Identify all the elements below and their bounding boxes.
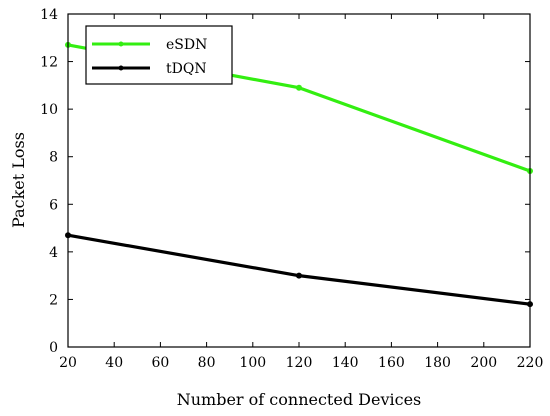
legend-marker-tdqn [118,65,124,71]
x-axis: 20 40 60 80 100 120 140 160 180 200 220 [59,14,543,371]
y-tick-label: 10 [40,102,58,118]
x-tick-label: 140 [332,355,359,371]
y-tick-label: 6 [49,197,58,213]
legend-marker-esdn [118,41,124,47]
data-point-tdqn [296,272,302,279]
x-tick-label: 180 [424,355,451,371]
y-tick-label: 0 [49,340,58,356]
legend-label-esdn: eSDN [166,37,207,53]
x-tick-label: 20 [59,355,77,371]
y-axis-title: Packet Loss [9,132,28,228]
legend-label-tdqn: tDQN [166,61,207,77]
y-tick-label: 4 [49,245,58,261]
legend-box [85,25,233,85]
y-tick-label: 14 [40,7,58,23]
y-tick-label: 8 [49,150,58,166]
x-tick-label: 200 [470,355,497,371]
x-tick-label: 40 [105,355,123,371]
x-tick-label: 220 [517,355,544,371]
x-tick-label: 60 [151,355,169,371]
data-point-esdn [296,84,302,91]
x-tick-label: 160 [378,355,405,371]
y-tick-label: 12 [40,55,58,71]
x-tick-label: 120 [286,355,313,371]
y-tick-label: 2 [49,292,58,308]
x-tick-label: 100 [239,355,266,371]
legend: eSDN tDQN [85,25,233,85]
x-tick-label: 80 [198,355,216,371]
y-axis: 0 2 4 6 8 10 12 14 [40,7,530,356]
x-axis-title: Number of connected Devices [177,390,422,409]
